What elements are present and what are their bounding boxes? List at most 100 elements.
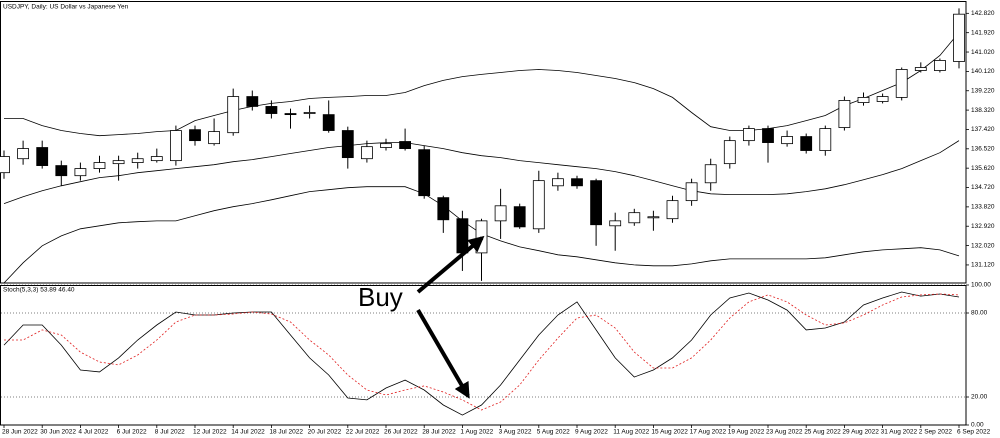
y-tick-label: 80.00: [971, 310, 988, 317]
y-tick-label: 141.920: [971, 29, 995, 36]
x-tick-label: 5 Aug 2022: [537, 429, 570, 436]
arrow: [416, 235, 485, 294]
x-tick-label: 15 Aug 2022: [651, 429, 688, 436]
indicator-title: Stoch(5,3,3) 53.89 46.40: [3, 287, 75, 294]
band-line: [4, 32, 960, 137]
stoch-panel: [0, 285, 967, 426]
x-tick-label: 17 Aug 2022: [690, 429, 727, 436]
annotation: Buy: [358, 282, 403, 312]
price-panel: [0, 1, 967, 284]
series-line: [3, 291, 960, 416]
y-tick-label: 135.620: [971, 165, 995, 172]
x-tick-label: 12 Jul 2022: [193, 429, 227, 436]
candle-body: [322, 114, 335, 131]
x-tick-label: 18 Jul 2022: [269, 429, 303, 436]
candle-body: [628, 212, 641, 224]
y-tick-label: 132.020: [971, 242, 995, 249]
candle-body: [0, 156, 10, 174]
y-tick-label: 134.720: [971, 184, 995, 191]
candle-body: [685, 182, 698, 202]
candle-body: [762, 128, 774, 143]
candle-body: [800, 136, 813, 151]
y-tick-label: 0.00: [971, 422, 984, 429]
x-tick-label: 2 Sep 2022: [919, 429, 953, 436]
candle-body: [265, 106, 278, 114]
y-tick-label: 100.00: [971, 282, 991, 289]
candle-body: [494, 205, 507, 222]
y-tick-label: 132.920: [971, 223, 995, 230]
candle-body: [475, 220, 488, 254]
candle-body: [246, 96, 259, 107]
x-tick-label: 3 Aug 2022: [499, 429, 532, 436]
candle-body: [208, 131, 221, 145]
candle-body: [743, 128, 755, 142]
y-tick-label: 137.420: [971, 126, 995, 133]
candle-body: [189, 129, 201, 142]
candle-body: [895, 69, 908, 98]
candle-body: [819, 128, 832, 151]
candle-body: [781, 136, 793, 145]
candle-body: [953, 13, 965, 62]
candle-body: [666, 200, 679, 220]
x-tick-label: 11 Aug 2022: [613, 429, 649, 436]
candle-body: [571, 178, 583, 187]
candle-body: [704, 164, 717, 184]
candle-body: [360, 146, 373, 160]
x-tick-label: 31 Aug 2022: [881, 429, 918, 436]
x-tick-label: 26 Jul 2022: [384, 429, 418, 436]
y-tick-label: 138.320: [971, 107, 995, 114]
candle-body: [934, 60, 946, 71]
y-tick-label: 141.020: [971, 49, 995, 56]
candle-body: [609, 220, 622, 227]
candle-body: [112, 160, 125, 165]
candle-body: [513, 206, 526, 228]
series-line: [4, 293, 960, 411]
y-tick-label: 131.120: [971, 262, 995, 269]
candle-body: [227, 96, 240, 134]
chart-title: USDJPY, Daily: US Dollar vs Japanese Yen: [3, 4, 129, 11]
candle-body: [169, 130, 182, 162]
candle-body: [74, 168, 87, 177]
y-tick-label: 136.520: [971, 146, 995, 153]
candle-body: [590, 180, 602, 226]
x-tick-label: 29 Aug 2022: [842, 429, 879, 436]
y-tick-label: 142.820: [971, 10, 995, 17]
x-tick-label: 8 Jul 2022: [155, 429, 185, 436]
candle-body: [93, 162, 106, 169]
x-tick-label: 20 Jul 2022: [308, 429, 342, 436]
candle-body: [532, 180, 545, 230]
candle-body: [17, 148, 30, 160]
candle-body: [876, 96, 889, 102]
candle-body: [838, 100, 851, 128]
candle-body: [150, 156, 163, 162]
candle-body: [303, 112, 316, 114]
candle-body: [399, 141, 412, 149]
candle-body: [857, 97, 870, 103]
x-tick-label: 28 Jul 2022: [422, 429, 456, 436]
x-tick-label: 14 Jul 2022: [231, 429, 265, 436]
candle-body: [723, 140, 736, 165]
x-tick-label: 6 Sep 2022: [957, 429, 991, 436]
x-tick-label: 22 Jul 2022: [346, 429, 380, 436]
y-tick-label: 140.120: [971, 68, 995, 75]
candle-body: [36, 147, 49, 166]
candle-body: [914, 67, 927, 71]
candle-body: [456, 218, 469, 254]
candle-body: [647, 216, 660, 219]
candle-body: [380, 143, 392, 148]
candle-body: [131, 158, 144, 163]
y-tick-label: 139.220: [971, 87, 995, 94]
y-tick-label: 133.820: [971, 204, 995, 211]
candle-body: [55, 165, 68, 177]
x-tick-label: 6 Jul 2022: [117, 429, 147, 436]
arrow: [416, 308, 470, 399]
candle-body: [341, 130, 354, 159]
x-tick-label: 1 Aug 2022: [460, 429, 493, 436]
x-tick-label: 19 Aug 2022: [728, 429, 765, 436]
x-tick-label: 4 Jul 2022: [78, 429, 108, 436]
x-tick-label: 30 Jun 2022: [40, 429, 76, 436]
y-tick-label: 20.00: [971, 394, 988, 401]
candle-body: [437, 197, 450, 221]
candle-body: [418, 149, 431, 197]
